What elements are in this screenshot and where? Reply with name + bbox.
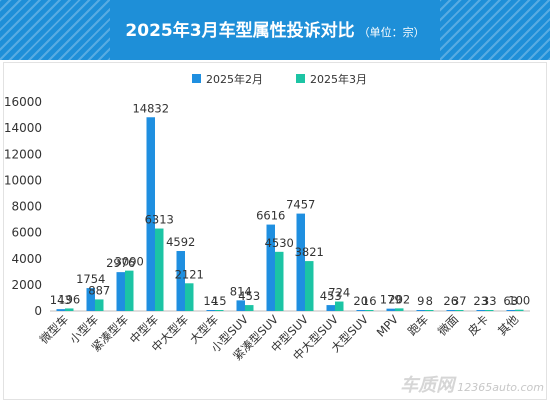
bar-value-label: 26 — [443, 294, 458, 308]
bar — [485, 310, 494, 311]
bar — [305, 261, 314, 311]
y-tick-label: 2000 — [11, 278, 42, 292]
category-label: 皮卡 — [465, 312, 491, 338]
bar — [146, 117, 155, 312]
bar-value-label: 16 — [362, 294, 377, 308]
bar — [455, 310, 464, 311]
chart-title: 2025年3月车型属性投诉对比 （单位：宗） — [0, 16, 550, 41]
watermark: 车质网 12365auto.com — [400, 371, 544, 397]
y-tick-label: 0 — [34, 304, 42, 318]
bar-value-label: 37 — [452, 294, 467, 308]
bar — [116, 272, 125, 311]
bar — [506, 310, 515, 311]
bar — [296, 213, 305, 311]
bar-value-label: 453 — [238, 289, 260, 303]
bar — [155, 228, 164, 311]
bar — [335, 301, 344, 311]
bar-value-label: 15 — [212, 294, 227, 308]
bar — [386, 308, 395, 311]
bar — [125, 270, 134, 311]
bar-value-label: 724 — [328, 286, 350, 300]
bar-value-label: 14832 — [132, 101, 169, 115]
y-tick-label: 8000 — [11, 200, 42, 214]
title-unit: （单位：宗） — [358, 26, 425, 39]
bar-value-label: 23 — [473, 294, 488, 308]
bar — [446, 310, 455, 311]
bar-value-label: 453 — [320, 289, 342, 303]
bar-value-label: 2121 — [175, 267, 204, 281]
bar-value-label: 9 — [417, 294, 424, 308]
title-main: 2025年3月车型属性投诉对比 — [125, 21, 355, 41]
bar-value-label: 63 — [503, 294, 518, 308]
bar-value-label: 814 — [230, 284, 252, 298]
title-banner: 2025年3月车型属性投诉对比 （单位：宗） — [0, 0, 550, 60]
bar-value-label: 3821 — [295, 245, 324, 259]
bar — [395, 308, 404, 311]
bar-value-label: 6313 — [145, 213, 174, 227]
bar — [185, 283, 194, 311]
bar — [425, 310, 434, 311]
bar-value-label: 1754 — [76, 272, 105, 286]
bar — [65, 308, 74, 311]
y-tick-label: 12000 — [4, 147, 42, 161]
bar — [416, 310, 425, 311]
bar — [326, 305, 335, 311]
category-label: 跑车 — [405, 312, 431, 338]
watermark-domain: 12365auto.com — [457, 381, 544, 394]
bar-value-label: 196 — [58, 292, 80, 306]
bar-value-label: 4592 — [166, 235, 195, 249]
banner-stripes-right — [440, 0, 550, 60]
chart-panel — [3, 62, 547, 400]
bar — [245, 305, 254, 311]
category-label: MPV — [374, 312, 401, 339]
legend-label: 2025年2月 — [206, 72, 263, 86]
bar-value-label: 202 — [388, 292, 410, 306]
y-tick-label: 16000 — [4, 95, 42, 109]
bar-value-label: 179 — [380, 293, 402, 307]
bar-value-label: 2976 — [106, 256, 135, 270]
y-tick-label: 4000 — [11, 252, 42, 266]
bar — [206, 310, 215, 311]
category-label: 微面 — [435, 312, 461, 338]
bar-value-label: 8 — [426, 294, 433, 308]
bar-value-label: 4530 — [265, 236, 294, 250]
bar — [266, 224, 275, 311]
bar — [215, 310, 224, 311]
bar-value-label: 100 — [508, 294, 530, 308]
banner-stripes-left — [0, 0, 110, 60]
bar — [176, 251, 185, 311]
watermark-logo: 车质网 — [400, 375, 455, 396]
bar — [515, 309, 524, 311]
legend-label: 2025年3月 — [310, 72, 367, 86]
bar-value-label: 143 — [50, 293, 72, 307]
bar — [356, 310, 365, 311]
bar-value-label: 33 — [482, 294, 497, 308]
legend-swatch — [192, 74, 201, 83]
bar-value-label: 20 — [353, 294, 368, 308]
bar — [56, 309, 65, 311]
bar — [365, 310, 374, 311]
y-tick-label: 14000 — [4, 121, 42, 135]
category-label: 其他 — [495, 312, 522, 339]
bar — [476, 310, 485, 311]
bar-value-label: 7457 — [286, 198, 315, 212]
bar — [275, 251, 284, 311]
y-tick-label: 10000 — [4, 173, 42, 187]
bar-value-label: 887 — [88, 283, 110, 297]
bar-value-label: 6616 — [256, 209, 285, 223]
bar — [236, 300, 245, 311]
bar — [86, 288, 95, 311]
bar-value-label: 14 — [203, 294, 218, 308]
bar-value-label: 3090 — [115, 255, 144, 269]
legend-swatch — [296, 74, 305, 83]
bar — [95, 299, 104, 311]
y-tick-label: 6000 — [11, 226, 42, 240]
